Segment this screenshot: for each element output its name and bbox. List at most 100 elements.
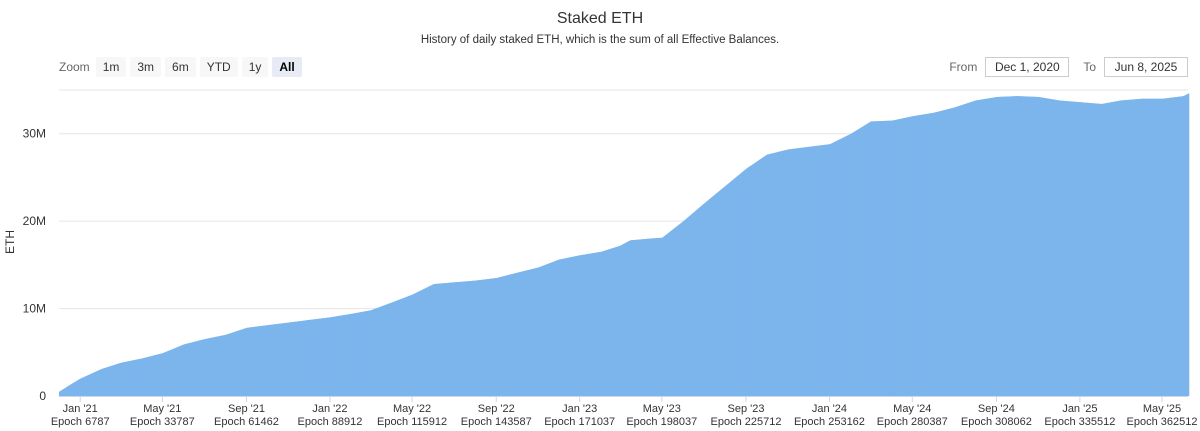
bar bbox=[532, 268, 534, 396]
bar bbox=[212, 337, 214, 396]
bar bbox=[689, 215, 692, 396]
bar bbox=[780, 151, 783, 396]
bar bbox=[661, 237, 664, 396]
bar bbox=[360, 312, 363, 396]
bar bbox=[1149, 98, 1151, 397]
bar bbox=[1036, 96, 1038, 396]
bar bbox=[358, 312, 360, 396]
bar bbox=[946, 109, 948, 396]
bar bbox=[1157, 98, 1159, 397]
bar bbox=[975, 100, 978, 396]
bar bbox=[1084, 102, 1086, 396]
zoom-6m-button[interactable]: 6m bbox=[165, 57, 196, 77]
bar bbox=[423, 289, 425, 396]
zoom-3m-button[interactable]: 3m bbox=[130, 57, 162, 77]
bar bbox=[771, 153, 773, 396]
zoom-ytd-button[interactable]: YTD bbox=[199, 57, 238, 77]
zoom-1m-button[interactable]: 1m bbox=[95, 57, 127, 77]
bar bbox=[357, 312, 359, 396]
bar bbox=[1031, 96, 1033, 397]
bar bbox=[1026, 96, 1028, 396]
bar bbox=[746, 168, 748, 396]
bar bbox=[1128, 99, 1130, 396]
bar bbox=[1001, 96, 1003, 396]
bar bbox=[1052, 99, 1054, 396]
bar bbox=[1029, 96, 1031, 396]
bar bbox=[849, 134, 852, 397]
bar bbox=[78, 379, 80, 396]
bar bbox=[259, 326, 261, 396]
bar bbox=[226, 334, 228, 396]
bar bbox=[1100, 103, 1102, 397]
bar bbox=[758, 159, 761, 396]
bar bbox=[178, 346, 180, 396]
bar bbox=[184, 344, 186, 396]
bar bbox=[1159, 98, 1161, 397]
bar bbox=[168, 350, 170, 396]
bar bbox=[899, 119, 901, 396]
bar bbox=[1175, 97, 1177, 397]
bar bbox=[304, 320, 306, 396]
bar bbox=[108, 366, 110, 396]
bar bbox=[324, 317, 326, 396]
bar bbox=[559, 259, 561, 396]
bar bbox=[109, 366, 111, 396]
bar bbox=[546, 264, 549, 396]
bar bbox=[89, 374, 92, 396]
bar bbox=[98, 370, 100, 396]
bar bbox=[823, 144, 826, 396]
bar bbox=[444, 283, 446, 396]
bar bbox=[689, 215, 691, 396]
bar bbox=[287, 322, 289, 396]
bar bbox=[431, 285, 433, 396]
bar bbox=[960, 105, 962, 397]
bar bbox=[1072, 101, 1074, 397]
bar bbox=[527, 270, 530, 396]
bar bbox=[209, 338, 211, 396]
bar bbox=[372, 309, 374, 396]
bar bbox=[888, 120, 891, 397]
bar bbox=[1076, 101, 1078, 397]
range-to-input[interactable] bbox=[1104, 57, 1188, 77]
bar bbox=[270, 324, 272, 396]
bar bbox=[657, 238, 660, 396]
bar bbox=[787, 149, 790, 396]
range-from-input[interactable] bbox=[985, 57, 1070, 77]
bar bbox=[741, 172, 743, 396]
bar bbox=[414, 293, 416, 396]
bar bbox=[993, 97, 995, 396]
bar bbox=[1078, 102, 1080, 396]
bar bbox=[742, 171, 744, 396]
bar bbox=[795, 148, 797, 396]
bar bbox=[1183, 96, 1185, 397]
bar bbox=[598, 252, 601, 396]
bar bbox=[377, 307, 380, 396]
bar bbox=[247, 327, 249, 396]
bar bbox=[1106, 102, 1108, 397]
bar bbox=[213, 337, 215, 396]
bar bbox=[418, 291, 421, 396]
bar bbox=[82, 377, 84, 396]
bar bbox=[1178, 96, 1180, 397]
bar bbox=[723, 187, 725, 396]
bar bbox=[227, 334, 229, 396]
bar bbox=[1047, 98, 1050, 396]
zoom-all-button[interactable]: All bbox=[272, 57, 302, 77]
bar bbox=[456, 282, 458, 396]
bar bbox=[678, 224, 681, 396]
bar bbox=[795, 148, 798, 396]
bar bbox=[269, 324, 271, 396]
bar bbox=[94, 372, 96, 396]
bar bbox=[622, 244, 624, 396]
bar bbox=[1051, 99, 1053, 397]
bar bbox=[763, 157, 765, 396]
bar bbox=[556, 260, 558, 396]
bar bbox=[821, 145, 823, 396]
zoom-1y-button[interactable]: 1y bbox=[241, 57, 269, 77]
bar bbox=[330, 317, 332, 396]
bar bbox=[739, 173, 742, 396]
bar bbox=[1104, 103, 1106, 397]
bar bbox=[405, 297, 407, 396]
bar bbox=[170, 349, 172, 396]
